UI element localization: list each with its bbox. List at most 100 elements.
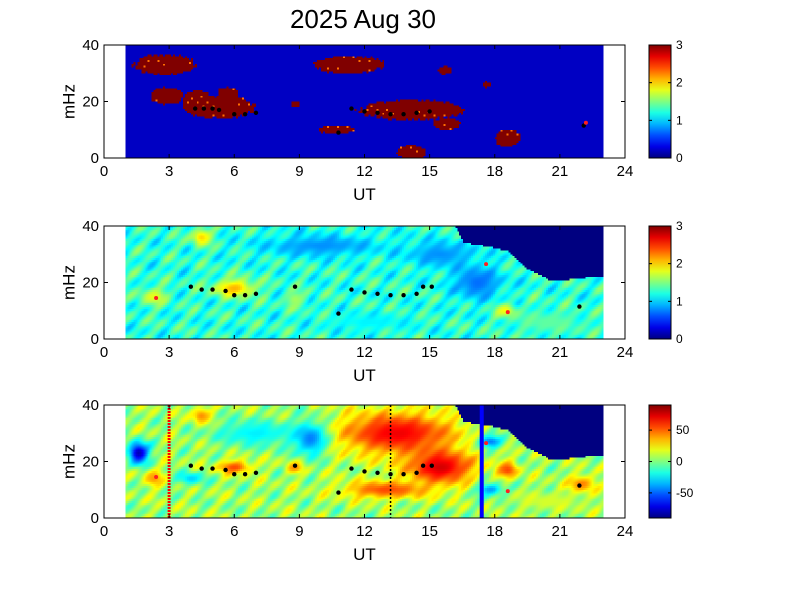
- marker-black-5: [242, 472, 248, 477]
- colorbar-tick-label-0: 0: [676, 332, 683, 346]
- marker-black-2: [210, 106, 215, 111]
- marker-black-14: [420, 284, 426, 289]
- marker-black-11: [388, 293, 393, 298]
- y-axis-label-top: mHz: [59, 84, 78, 119]
- marker-black-11: [401, 112, 406, 117]
- x-tick-label-4: 12: [356, 163, 373, 180]
- y-tick-label-0: 0: [91, 331, 99, 348]
- marker-black-12: [401, 293, 406, 298]
- y-tick-label-1: 20: [82, 94, 99, 111]
- x-tick-label-6: 18: [486, 163, 503, 180]
- marker-black-0: [188, 284, 194, 289]
- x-axis-label-top: UT: [353, 185, 376, 204]
- marker-black-10: [388, 112, 393, 117]
- marker-black-0: [192, 106, 198, 111]
- y-tick-label-1: 20: [82, 454, 99, 471]
- marker-black-0: [188, 463, 194, 468]
- marker-black-13: [414, 291, 419, 296]
- marker-black-3: [223, 288, 228, 294]
- x-tick-label-2: 6: [230, 523, 238, 540]
- colorbar-top: 0 1 2 3: [648, 38, 683, 165]
- marker-black-13: [414, 470, 419, 475]
- x-tick-label-8: 24: [617, 163, 634, 180]
- marker-black-6: [253, 470, 259, 475]
- y-tick-label-2: 40: [82, 397, 99, 414]
- marker-black-8: [349, 287, 354, 292]
- y-tick-label-2: 40: [82, 37, 99, 54]
- x-tick-label-5: 15: [421, 344, 438, 361]
- marker-black-16: [336, 311, 341, 316]
- y-axis-label-bottom: mHz: [59, 444, 78, 479]
- x-tick-label-8: 24: [617, 523, 634, 540]
- colorbar-tick-label-3: 3: [676, 219, 683, 233]
- marker-black-5: [242, 293, 248, 298]
- marker-black-13: [427, 109, 432, 114]
- marker-black-3: [216, 107, 222, 113]
- marker-black-6: [253, 291, 259, 296]
- y-tick-label-2: 40: [82, 218, 99, 235]
- x-tick-label-1: 3: [165, 344, 173, 361]
- marker-black-15: [429, 463, 434, 468]
- marker-black-8: [349, 466, 354, 471]
- x-tick-label-0: 0: [100, 523, 108, 540]
- marker-red-0: [583, 120, 588, 125]
- marker-black-15: [429, 284, 434, 289]
- colorbar-bar-2: [648, 404, 672, 519]
- heatmap-image-bottom: [104, 405, 625, 518]
- x-tick-label-1: 3: [165, 523, 173, 540]
- y-tick-label-1: 20: [82, 275, 99, 292]
- y-tick-label-0: 0: [91, 510, 99, 527]
- colorbar-bottom: 50 0 -50: [648, 404, 694, 519]
- colorbar-bar-1: [648, 225, 672, 340]
- marker-black-17: [577, 304, 582, 309]
- x-tick-label-5: 15: [421, 523, 438, 540]
- x-tick-label-4: 12: [356, 523, 373, 540]
- colorbar-bar-0: [648, 44, 672, 159]
- marker-red-1: [484, 441, 489, 446]
- marker-red-0: [154, 475, 159, 480]
- marker-black-4: [232, 293, 237, 298]
- marker-black-9: [375, 110, 380, 116]
- heatmap-image-top: [104, 45, 625, 158]
- marker-black-4: [232, 112, 237, 117]
- x-tick-label-7: 21: [552, 163, 569, 180]
- marker-black-1: [201, 106, 207, 111]
- marker-black-8: [362, 109, 367, 114]
- colorbar-tick-label-1: 1: [676, 113, 683, 127]
- x-tick-label-3: 9: [295, 163, 303, 180]
- marker-black-17: [577, 483, 582, 488]
- colorbar-tick-label-0: 0: [676, 151, 683, 165]
- colorbar-tick-label-2: 2: [676, 257, 683, 271]
- colorbar-tick-label-1: 1: [676, 294, 683, 308]
- panel-bottom: 0 3 6 9 12 15 18 21 24 0 20 40 UT mHz 50 0 -50: [59, 397, 693, 564]
- x-tick-label-8: 24: [617, 344, 634, 361]
- marker-black-3: [223, 467, 228, 473]
- x-tick-label-7: 21: [552, 344, 569, 361]
- marker-black-14: [336, 130, 341, 135]
- marker-black-7: [292, 463, 298, 468]
- marker-black-1: [199, 466, 204, 471]
- x-tick-label-1: 3: [165, 163, 173, 180]
- x-tick-label-3: 9: [295, 344, 303, 361]
- marker-black-12: [414, 110, 419, 116]
- colorbar-middle: 0 1 2 3: [648, 219, 683, 346]
- marker-black-5: [242, 112, 248, 117]
- marker-black-2: [210, 287, 215, 292]
- x-axis-label-bottom: UT: [353, 545, 376, 564]
- marker-red-0: [154, 296, 159, 301]
- x-tick-label-5: 15: [421, 163, 438, 180]
- colorbar-tick-label-2: -50: [676, 486, 694, 500]
- marker-black-4: [232, 472, 237, 477]
- marker-black-15: [581, 123, 586, 128]
- x-tick-label-3: 9: [295, 523, 303, 540]
- x-tick-label-2: 6: [230, 344, 238, 361]
- x-tick-label-0: 0: [100, 163, 108, 180]
- marker-black-7: [349, 106, 354, 111]
- colorbar-tick-label-1: 0: [676, 455, 683, 469]
- colorbar-tick-label-0: 50: [676, 423, 690, 437]
- marker-black-7: [292, 284, 298, 289]
- marker-black-1: [199, 287, 204, 292]
